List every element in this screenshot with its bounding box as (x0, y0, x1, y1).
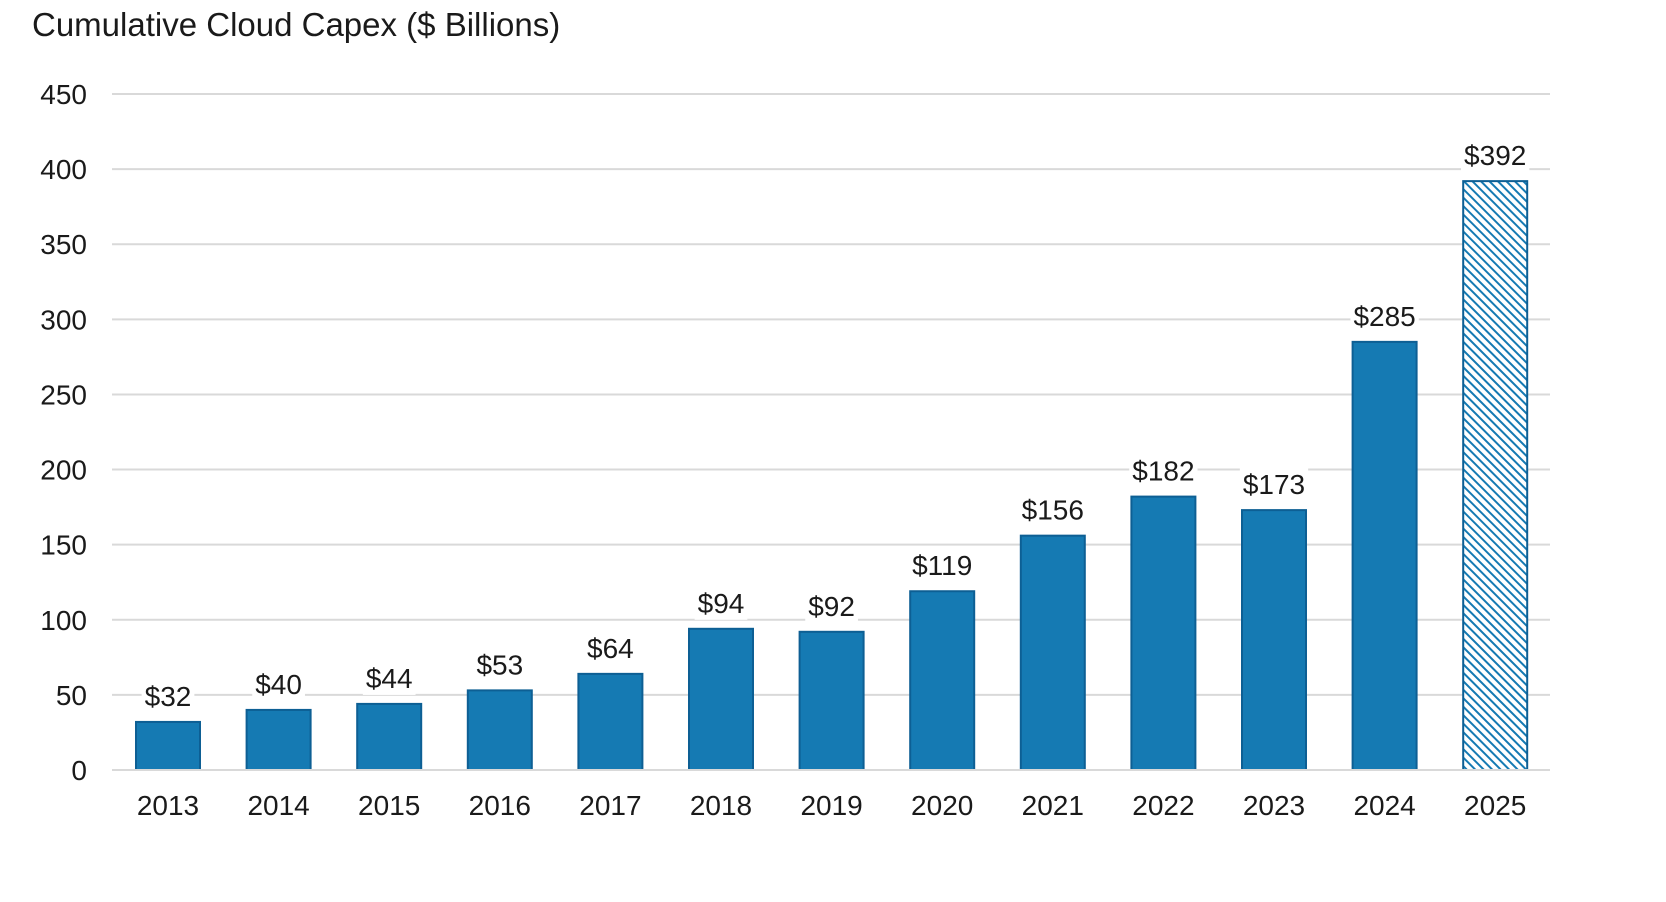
data-label-background (252, 667, 305, 701)
data-label-background (473, 648, 527, 682)
data-label-background (362, 661, 416, 695)
data-label: $392 (1464, 140, 1526, 171)
bar (1019, 534, 1086, 771)
data-label: $94 (698, 588, 745, 619)
data-label: $44 (366, 663, 413, 694)
y-tick-label: 350 (40, 229, 87, 260)
data-label-background (909, 549, 976, 583)
x-tick-label: 2018 (690, 790, 752, 821)
x-tick-label: 2021 (1022, 790, 1084, 821)
x-tick-label: 2015 (358, 790, 420, 821)
bar (577, 672, 644, 772)
data-label: $173 (1243, 469, 1305, 500)
data-label: $64 (587, 633, 634, 664)
x-tick-label: 2023 (1243, 790, 1305, 821)
data-label: $156 (1022, 495, 1084, 526)
x-tick-label: 2020 (911, 790, 973, 821)
chart-title: Cumulative Cloud Capex ($ Billions) (32, 6, 561, 43)
data-label: $119 (912, 550, 972, 581)
y-tick-label: 50 (56, 680, 87, 711)
y-tick-label: 200 (40, 455, 87, 486)
x-tick-label: 2025 (1464, 790, 1526, 821)
data-label: $32 (145, 681, 192, 712)
data-label-background (1350, 299, 1419, 333)
data-label: $92 (808, 591, 855, 622)
data-label: $285 (1353, 301, 1415, 332)
x-tick-label: 2016 (469, 790, 531, 821)
bar (466, 689, 533, 771)
bar (688, 627, 754, 772)
y-tick-label: 0 (71, 755, 87, 786)
y-tick-label: 250 (40, 379, 87, 410)
bar (798, 630, 865, 771)
y-tick-label: 150 (40, 530, 87, 561)
bars (135, 180, 1529, 772)
y-tick-label: 400 (40, 154, 87, 185)
data-label-background (805, 589, 858, 623)
bar (1130, 495, 1197, 771)
y-tick-label: 100 (40, 605, 87, 636)
x-axis: 2013 2014 2015 2016 2017 2018 2019 2020 2021 2022… (112, 769, 1550, 821)
data-label: $182 (1132, 456, 1194, 487)
y-axis: 0 50 100 150 200 250 300 350 400 450 (40, 79, 87, 786)
data-label-background (1461, 139, 1530, 173)
data-label-background (1129, 454, 1198, 488)
bar (1351, 340, 1418, 771)
y-tick-label: 300 (40, 304, 87, 335)
data-label-background (584, 631, 637, 665)
x-tick-label: 2013 (137, 790, 199, 821)
bar (356, 702, 423, 771)
data-label-background (694, 586, 748, 620)
bar (909, 590, 976, 771)
x-tick-label: 2019 (800, 790, 862, 821)
data-label-background (1239, 468, 1309, 502)
data-label-background (1018, 493, 1087, 527)
bar (135, 720, 201, 772)
data-label-background (141, 679, 195, 713)
data-label: $40 (255, 669, 302, 700)
y-tick-label: 450 (40, 79, 87, 110)
x-tick-label: 2022 (1132, 790, 1194, 821)
x-tick-label: 2017 (579, 790, 641, 821)
data-label: $53 (476, 649, 523, 680)
bar-projected (1462, 180, 1529, 771)
x-tick-label: 2014 (247, 790, 309, 821)
bar (245, 708, 312, 772)
data-labels: $32 $40 $44 $53 $64 $94 $92 $119 $156 $182 $173 $28… (141, 139, 1530, 713)
bar (1241, 509, 1307, 771)
x-tick-label: 2024 (1353, 790, 1415, 821)
